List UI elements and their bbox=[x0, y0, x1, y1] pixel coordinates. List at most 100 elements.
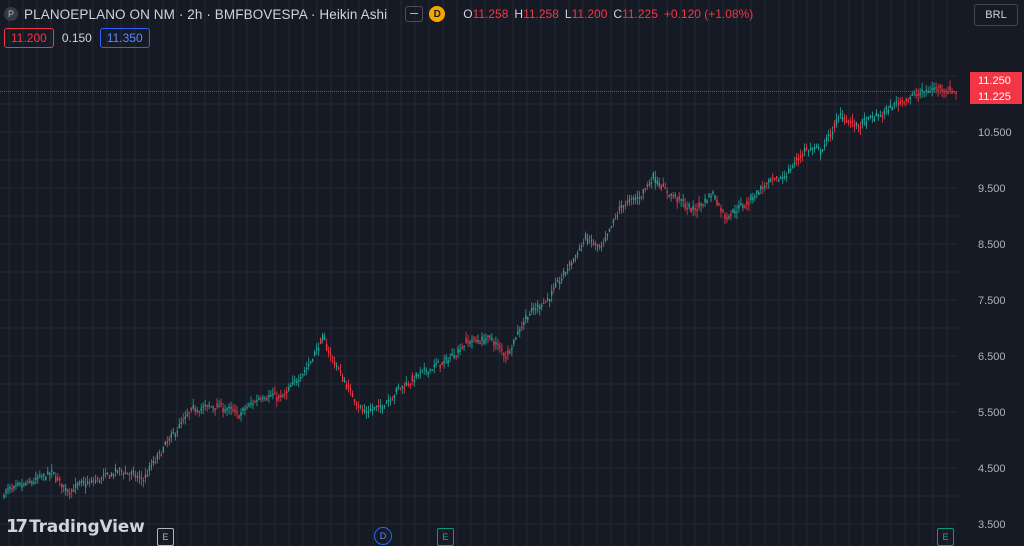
candle-body bbox=[196, 410, 198, 412]
candle-body bbox=[3, 494, 5, 498]
candle-body bbox=[817, 146, 820, 149]
candle-body bbox=[373, 406, 376, 409]
candle-body bbox=[73, 490, 75, 492]
candle-body bbox=[602, 242, 605, 245]
candle-body bbox=[63, 484, 65, 487]
candle-body bbox=[668, 194, 670, 197]
candle-body bbox=[813, 146, 816, 149]
candle-body bbox=[154, 461, 157, 463]
candle-body bbox=[399, 387, 402, 390]
candle-body bbox=[260, 398, 262, 400]
candle-body bbox=[766, 182, 768, 185]
candle-body bbox=[694, 208, 696, 211]
candle-body bbox=[148, 466, 151, 472]
candle-body bbox=[226, 408, 228, 411]
horizontal-grid bbox=[0, 75, 958, 525]
candle-body bbox=[885, 107, 887, 110]
candle-body bbox=[656, 180, 658, 184]
candle-body bbox=[37, 477, 39, 479]
candle-body bbox=[646, 184, 648, 188]
candle-body bbox=[45, 476, 47, 481]
candle-body bbox=[186, 414, 188, 416]
candle-body bbox=[35, 477, 37, 480]
price-axis[interactable]: 10.500 9.500 8.500 7.500 6.500 5.500 4.500 3.50… bbox=[960, 0, 1024, 546]
candle-body bbox=[843, 117, 846, 120]
candle-body bbox=[296, 380, 298, 383]
candle-body bbox=[521, 326, 523, 329]
candle-body bbox=[234, 409, 236, 412]
candle-body bbox=[292, 381, 294, 384]
candle-body bbox=[264, 397, 266, 400]
candle-body bbox=[933, 87, 935, 90]
candle-body bbox=[598, 245, 601, 248]
candle-body bbox=[142, 479, 145, 482]
candle-body bbox=[764, 185, 766, 188]
candle-body bbox=[112, 474, 115, 477]
candle-body bbox=[188, 412, 190, 414]
symbol-title[interactable]: PLANOEPLANO ON NM · 2h · BMFBOVESPA · He… bbox=[24, 6, 388, 22]
candle-body bbox=[570, 263, 573, 265]
candle-body bbox=[674, 194, 676, 197]
candle-body bbox=[811, 148, 814, 150]
candle-body bbox=[537, 304, 539, 308]
candle-body bbox=[588, 236, 591, 239]
candle-body bbox=[706, 200, 708, 203]
dividend-badge[interactable]: D bbox=[429, 6, 446, 22]
candle-body bbox=[903, 101, 905, 104]
candle-body bbox=[622, 205, 625, 208]
candle-body bbox=[284, 393, 286, 395]
candle-body bbox=[172, 431, 174, 434]
candle-body bbox=[98, 480, 101, 483]
candle-body bbox=[274, 392, 276, 395]
candle-body bbox=[377, 405, 380, 408]
candle-body bbox=[461, 347, 463, 350]
candle-body bbox=[282, 395, 284, 398]
candle-body bbox=[459, 349, 461, 353]
earnings-event-icon[interactable]: E bbox=[437, 528, 454, 546]
candle-body bbox=[807, 150, 810, 152]
candle-body bbox=[88, 481, 91, 484]
bid-price-button[interactable]: 11.200 bbox=[4, 28, 54, 48]
candle-body bbox=[897, 102, 899, 106]
candle-body bbox=[407, 383, 410, 385]
candle-body bbox=[664, 187, 666, 189]
candle-body bbox=[662, 183, 664, 187]
tradingview-logo[interactable]: 17 TradingView bbox=[6, 516, 145, 537]
candle-body bbox=[704, 198, 706, 203]
dividend-event-icon[interactable]: D bbox=[374, 527, 392, 545]
candle-body bbox=[919, 93, 921, 96]
candle-body bbox=[819, 150, 822, 155]
currency-button[interactable]: BRL bbox=[974, 4, 1018, 26]
ask-price-button[interactable]: 11.350 bbox=[99, 28, 150, 48]
candle-body bbox=[341, 376, 344, 382]
candle-body bbox=[688, 204, 690, 208]
earnings-event-icon[interactable]: E bbox=[937, 528, 954, 546]
candle-body bbox=[825, 137, 828, 142]
high-marker-label: 11.250 bbox=[978, 75, 1011, 87]
candle-body bbox=[746, 200, 748, 205]
candle-body bbox=[612, 219, 615, 224]
candle-body bbox=[740, 203, 742, 205]
candle-body bbox=[863, 117, 866, 120]
candle-body bbox=[495, 342, 497, 345]
hide-legend-icon[interactable] bbox=[405, 6, 424, 22]
earnings-event-icon[interactable]: E bbox=[157, 528, 174, 546]
candle-body bbox=[580, 245, 583, 247]
candle-body bbox=[535, 308, 537, 311]
candle-body bbox=[114, 468, 117, 472]
candle-body bbox=[682, 199, 684, 201]
candle-body bbox=[726, 217, 728, 220]
candle-body bbox=[784, 176, 786, 178]
candle-body bbox=[71, 489, 73, 492]
candle-body bbox=[7, 488, 9, 491]
candle-body bbox=[515, 337, 517, 339]
candle-body bbox=[481, 336, 483, 341]
candle-body bbox=[240, 412, 242, 416]
candle-body bbox=[447, 360, 449, 364]
candle-body bbox=[222, 408, 224, 413]
candle-body bbox=[768, 179, 770, 183]
candle-body bbox=[477, 339, 479, 342]
candle-body bbox=[797, 158, 800, 160]
candle-body bbox=[168, 437, 171, 441]
